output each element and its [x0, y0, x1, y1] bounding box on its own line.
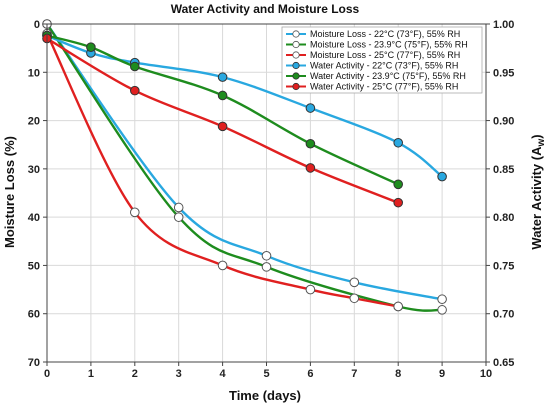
y-right-tick-label: 0.75: [493, 260, 514, 272]
x-tick-label: 7: [351, 368, 357, 380]
legend-entry-label: Water Activity - 23.9°C (75°F), 55% RH: [310, 71, 466, 81]
data-point: [305, 284, 316, 295]
data-point: [130, 85, 140, 96]
axes: 0 1 2 3 4 5 6 7 8 9 10 0 10 20 30 40 50 60 70 1.00 0.95 0.90 0…: [28, 19, 515, 380]
x-tick-label: 1: [88, 368, 94, 380]
x-axis-title: Time (days): [229, 388, 301, 403]
data-point: [217, 121, 228, 132]
data-point: [86, 42, 96, 52]
series-line: [45, 22, 444, 301]
data-point: [130, 207, 140, 218]
data-point: [437, 171, 447, 182]
chart-title: Water Activity and Moisture Loss: [171, 2, 360, 16]
y-right-axis-title-main: Water Activity (A: [529, 146, 544, 250]
y-left-tick-label: 70: [28, 357, 40, 369]
y-left-tick-label: 60: [28, 309, 40, 321]
y-left-tick-label: 50: [28, 260, 40, 272]
y-left-axis-title: Moisture Loss (%): [2, 136, 17, 248]
y-left-tick-label: 30: [28, 164, 40, 176]
x-tick-label: 3: [176, 368, 182, 380]
data-point: [349, 277, 360, 288]
y-left-tick-label: 40: [28, 212, 40, 224]
y-left-tick-label: 20: [28, 116, 40, 128]
x-tick-label: 0: [44, 368, 50, 380]
legend-entry-label: Moisture Loss - 25°C (77°F), 55% RH: [310, 50, 460, 60]
x-tick-label: 4: [220, 368, 227, 380]
legend-box: [281, 26, 483, 94]
x-tick-label: 10: [480, 368, 492, 380]
legend: Moisture Loss - 22°C (73°F), 55% RHMoist…: [281, 26, 483, 94]
y-right-tick-label: 0.95: [493, 67, 514, 79]
data-point: [217, 260, 228, 271]
y-right-tick-label: 1.00: [493, 19, 514, 31]
legend-swatch-marker: [292, 82, 300, 91]
y-left-tick-label: 10: [28, 67, 40, 79]
x-tick-label: 5: [263, 368, 269, 380]
legend-entry-label: Moisture Loss - 22°C (73°F), 55% RH: [310, 29, 460, 39]
x-tick-label: 9: [439, 368, 445, 380]
data-point: [261, 250, 272, 261]
x-tick-label: 2: [132, 368, 138, 380]
legend-entry-label: Water Activity - 25°C (77°F), 55% RH: [310, 82, 458, 92]
y-right-tick-label: 0.85: [493, 164, 514, 176]
data-point: [261, 262, 272, 272]
data-point: [393, 179, 404, 190]
data-point: [305, 103, 316, 113]
legend-entry-label: Water Activity - 22°C (73°F), 55% RH: [310, 61, 458, 71]
series-markers: [42, 19, 447, 315]
data-point: [217, 90, 228, 101]
legend-swatch-marker: [292, 51, 300, 59]
x-tick-label: 6: [307, 368, 313, 380]
data-point: [173, 202, 184, 213]
data-point: [393, 197, 404, 208]
data-point: [173, 212, 184, 222]
y-right-axis-title: Water Activity (Aw): [529, 134, 547, 249]
legend-swatch-marker: [292, 30, 300, 38]
data-point: [305, 138, 316, 149]
legend-swatch-marker: [292, 72, 300, 80]
data-point: [393, 137, 404, 148]
y-right-tick-label: 0.70: [493, 309, 514, 321]
data-point: [349, 293, 360, 304]
data-point: [437, 294, 447, 305]
data-point: [437, 305, 447, 315]
y-left-tick-label: 0: [34, 19, 40, 31]
data-point: [217, 72, 228, 82]
y-right-axis-title-subscript: w: [536, 139, 547, 148]
y-right-tick-label: 0.80: [493, 212, 514, 224]
y-right-axis-title-close: ): [529, 134, 544, 138]
legend-swatch-marker: [292, 61, 300, 70]
x-tick-label: 8: [395, 368, 401, 380]
data-point: [130, 61, 140, 72]
legend-swatch-marker: [292, 40, 300, 49]
y-right-tick-label: 0.65: [493, 357, 514, 369]
legend-entry-label: Moisture Loss - 23.9°C (75°F), 55% RH: [310, 40, 468, 50]
data-point: [305, 163, 316, 173]
y-right-tick-label: 0.90: [493, 116, 514, 128]
data-point: [393, 301, 404, 312]
